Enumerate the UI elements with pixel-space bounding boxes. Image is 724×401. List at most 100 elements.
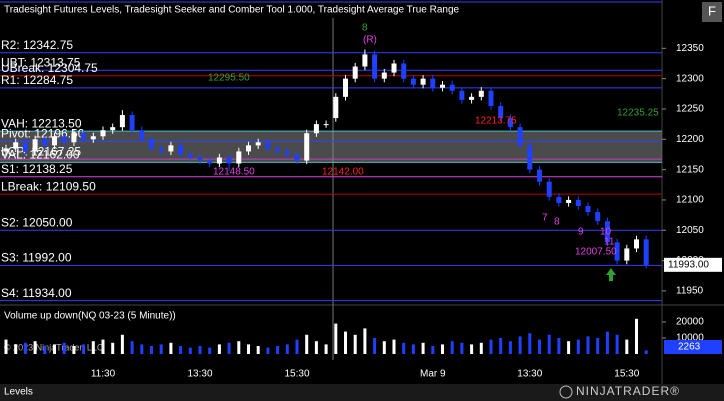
candle-body [90,136,96,140]
volume-bar [644,350,648,354]
candle-body [255,142,261,146]
volume-bar [62,342,66,354]
level-label: R1: 12284.75 [1,73,73,87]
candle-body [246,145,251,152]
volume-bar [227,342,231,354]
annotation: 12213.75 [475,116,517,127]
candle-body [372,54,378,79]
annotation: 12142.00 [322,167,364,178]
candle-body [129,115,135,131]
volume-bar [421,342,425,354]
volume-bar [460,342,464,354]
candle-body [575,199,581,206]
volume-bar [382,341,386,354]
y-tick-label: 11950 [676,286,704,297]
x-tick-label: 13:30 [517,369,542,380]
volume-bar [528,333,532,354]
candle-body [352,66,358,79]
annotation: 8 [362,23,368,34]
tab-bar [0,384,724,401]
volume-bar [256,346,260,354]
volume-bar [373,338,377,354]
candle-body [498,105,504,119]
x-tick-label: 15:30 [284,369,309,380]
candle-body [634,239,639,249]
volume-bar [605,331,609,354]
button[interactable]: F [708,3,716,18]
candle-body [22,142,28,152]
volume-bar [198,346,202,354]
volume-bar [518,336,522,354]
volume-bar [237,341,241,354]
volume-bar [14,344,18,354]
volume-bar [334,323,338,354]
volume-bar [538,339,541,354]
candle-body [42,139,48,146]
volume-bar [305,334,309,354]
annotation: 7 [542,213,548,224]
level-label: S3: 11992.00 [1,251,72,265]
candle-body [236,151,242,164]
x-tick-label: Mar 9 [420,369,446,380]
candle-body [585,206,591,213]
candle-body [478,90,484,97]
annotation: 12007.50 [575,247,617,258]
x-tick-label: 11:30 [91,369,116,380]
candle-body [275,148,281,152]
price-marker-bg [664,257,722,272]
volume-bar [431,346,435,354]
volume-bar [82,344,86,354]
candle-body [52,136,57,146]
candle-body [158,148,164,152]
volume-bar [266,347,270,354]
volume-bar [130,341,134,354]
volume-bar [314,341,318,354]
level-label: S1: 12138.25 [1,162,73,176]
candle-body [178,145,184,155]
volume-bar [72,346,76,354]
volume-bar [324,344,328,354]
candle-body [643,239,649,265]
candle-body [440,84,445,88]
annotation: 12235.25 [617,108,659,119]
volume-bar [470,344,474,354]
volume-bar [596,338,600,354]
volume-bar [625,339,629,354]
button-bg[interactable] [702,2,722,22]
candle-body [197,157,203,161]
volume-bar [402,342,406,354]
candle-body [119,115,125,128]
candle-body [343,78,348,97]
volume-bar [169,342,173,354]
y-tick-label: 12300 [676,73,704,84]
candle-body [469,96,475,100]
volume-bar [208,347,212,354]
y-tick-label: 12200 [676,134,704,145]
annotation: 10 [600,227,612,238]
candle-body [139,130,145,140]
level-label: R2: 12342.75 [1,38,73,52]
candle-body [604,221,610,243]
candle-body [595,212,601,222]
candle-body [566,199,572,203]
tab[interactable]: Levels [4,387,33,398]
candle-body [556,196,562,203]
y-tick-label: 12100 [676,195,704,206]
logo-icon [559,385,573,399]
volume-bar [557,338,561,354]
candle-body [430,78,436,88]
level-label: S2: 12050.00 [1,215,73,229]
volume-bar [295,339,299,354]
candle-body [265,142,271,149]
y-tick-label: 12150 [676,164,704,175]
candle-body [207,160,213,164]
candle-body [3,148,9,152]
candle-body [614,242,620,261]
volume-bar [111,342,115,354]
candle-body [527,145,533,170]
volume-title: Volume up down(NQ 03-23 (5 Minute)) [4,311,176,322]
level-label: UBreak: 12304.75 [1,61,98,75]
candle-body [168,145,174,152]
level-label: LCP: 12167.25 [1,144,81,158]
annotation: 12295.50 [208,73,250,84]
